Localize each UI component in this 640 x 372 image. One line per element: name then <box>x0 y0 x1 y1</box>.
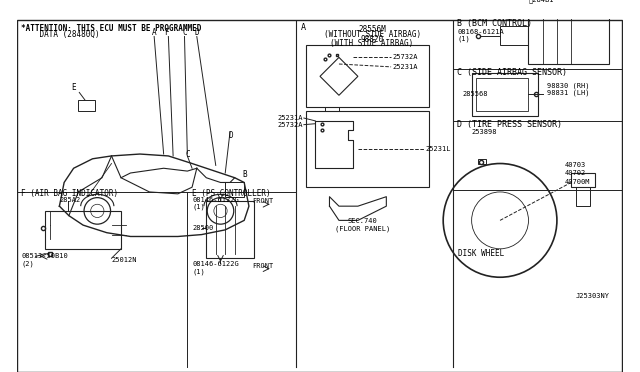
Text: DISK WHEEL: DISK WHEEL <box>458 249 504 258</box>
Text: F (AIR BAG INDICATOR): F (AIR BAG INDICATOR) <box>22 189 118 198</box>
Text: C: C <box>182 28 188 37</box>
Text: D: D <box>228 131 233 140</box>
Bar <box>225 183 244 197</box>
Text: 28556M: 28556M <box>358 25 386 34</box>
Text: 285568: 285568 <box>462 92 488 97</box>
Text: *ATTENTION: THIS ECU MUST BE PROGRAMMED: *ATTENTION: THIS ECU MUST BE PROGRAMMED <box>22 25 202 33</box>
Text: (WITHOUT SIDE AIRBAG): (WITHOUT SIDE AIRBAG) <box>324 30 420 39</box>
Text: A: A <box>301 23 306 32</box>
Text: 08146-6122G
(1): 08146-6122G (1) <box>192 261 239 275</box>
Text: F: F <box>164 28 169 37</box>
Bar <box>529 7 609 64</box>
Bar <box>476 78 529 111</box>
Text: 40702: 40702 <box>564 170 586 176</box>
Bar <box>206 201 253 258</box>
Text: D: D <box>195 28 200 37</box>
Text: C: C <box>186 150 190 158</box>
Bar <box>306 45 429 107</box>
Text: 98820: 98820 <box>360 35 384 44</box>
Bar <box>478 159 486 164</box>
Text: B (BCM CONTROL): B (BCM CONTROL) <box>458 19 532 28</box>
Text: 08168-6121A
(1): 08168-6121A (1) <box>458 29 504 42</box>
Text: 08146-6122G
(1): 08146-6122G (1) <box>192 196 239 210</box>
Text: 40700M: 40700M <box>564 179 590 186</box>
Bar <box>306 111 429 187</box>
Bar <box>571 173 595 187</box>
Text: E (PS CONTROLLER): E (PS CONTROLLER) <box>192 189 271 198</box>
Text: 25732A: 25732A <box>392 54 417 60</box>
Text: 25732A: 25732A <box>278 122 303 128</box>
Text: ※284B1: ※284B1 <box>529 0 554 3</box>
Bar <box>500 26 529 45</box>
Text: 25231A: 25231A <box>278 115 303 121</box>
Text: A: A <box>152 28 157 37</box>
Text: 25012N: 25012N <box>111 257 137 263</box>
Text: D (TIRE PRESS SENSOR): D (TIRE PRESS SENSOR) <box>458 120 563 129</box>
Text: B: B <box>243 170 247 179</box>
Bar <box>576 187 590 206</box>
Text: 08513-50B10
(2): 08513-50B10 (2) <box>22 253 68 267</box>
Text: 285A2: 285A2 <box>60 196 81 202</box>
Bar <box>45 211 121 249</box>
Text: 253898: 253898 <box>472 129 497 135</box>
Text: DATA (28480Q): DATA (28480Q) <box>22 30 100 39</box>
Text: 28500: 28500 <box>192 225 213 231</box>
Text: C (SIDE AIRBAG SENSOR): C (SIDE AIRBAG SENSOR) <box>458 68 568 77</box>
Text: 98831 (LH): 98831 (LH) <box>547 89 590 96</box>
Text: FRONT: FRONT <box>252 198 273 205</box>
Text: 25231A: 25231A <box>392 64 417 70</box>
Text: J25303NY: J25303NY <box>576 293 610 299</box>
Text: SEC.740
(FLOOR PANEL): SEC.740 (FLOOR PANEL) <box>335 218 390 232</box>
Bar <box>78 100 95 111</box>
Text: 25231L: 25231L <box>425 146 451 152</box>
Text: E: E <box>72 83 76 92</box>
Text: FRONT: FRONT <box>252 263 273 269</box>
Text: 40703: 40703 <box>564 163 586 169</box>
Text: 98830 (RH): 98830 (RH) <box>547 83 590 89</box>
Bar <box>472 74 538 116</box>
Text: (WITH SIDE AIRBAG): (WITH SIDE AIRBAG) <box>330 39 413 48</box>
